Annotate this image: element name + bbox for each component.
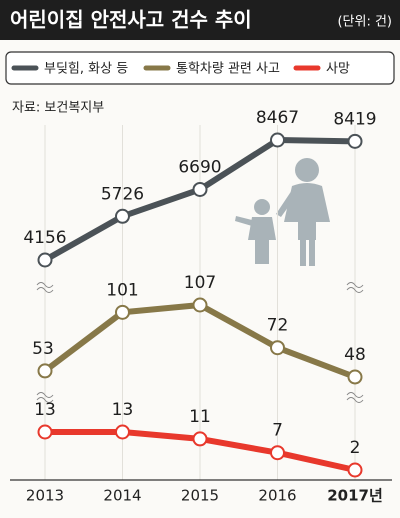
point <box>270 445 285 461</box>
data-label: 53 <box>32 339 54 359</box>
data-label: 7 <box>272 421 283 441</box>
legend-label: 통학차량 관련 사고 <box>176 62 280 77</box>
legend-label: 사망 <box>326 62 350 77</box>
x-tick-label: 2014 <box>103 487 141 505</box>
data-label: 2 <box>350 438 361 458</box>
point <box>115 304 130 320</box>
data-label: 4156 <box>23 228 66 248</box>
point <box>347 369 363 385</box>
chart-subtitle: (단위: 건) <box>337 15 392 30</box>
data-label: 13 <box>112 400 134 420</box>
point <box>115 424 130 440</box>
point <box>347 133 363 149</box>
axis-break <box>36 282 54 293</box>
axis-break <box>346 282 364 293</box>
title-bar <box>0 0 400 40</box>
point <box>192 431 208 447</box>
data-label: 5726 <box>101 184 144 204</box>
x-tick-label: 2017년 <box>327 487 383 505</box>
data-label: 6690 <box>178 157 221 177</box>
point <box>37 424 53 440</box>
data-label: 72 <box>267 316 289 336</box>
data-label: 11 <box>189 407 211 427</box>
data-label: 8467 <box>256 108 299 128</box>
point <box>270 340 285 356</box>
source: 자료: 보건복지부 <box>12 101 104 116</box>
point <box>37 363 53 379</box>
x-tick-label: 2016 <box>258 487 296 505</box>
axis-break <box>346 392 364 403</box>
legend-box <box>5 51 395 85</box>
data-label: 8419 <box>333 109 376 129</box>
point <box>270 132 285 148</box>
x-tick-label: 2013 <box>26 487 64 505</box>
point <box>192 181 208 197</box>
point <box>115 208 130 224</box>
data-label: 101 <box>106 280 138 300</box>
axis-break <box>36 392 54 403</box>
data-label: 48 <box>344 345 366 365</box>
data-label: 13 <box>34 400 56 420</box>
family-icon <box>235 158 330 266</box>
x-tick-label: 2015 <box>181 487 219 505</box>
point <box>192 297 208 313</box>
data-label: 107 <box>184 273 216 293</box>
point <box>37 252 53 268</box>
point <box>347 462 363 478</box>
chart-title: 어린이집 안전사고 건수 추이 <box>10 8 252 32</box>
legend-label: 부딪힘, 화상 등 <box>44 62 128 77</box>
